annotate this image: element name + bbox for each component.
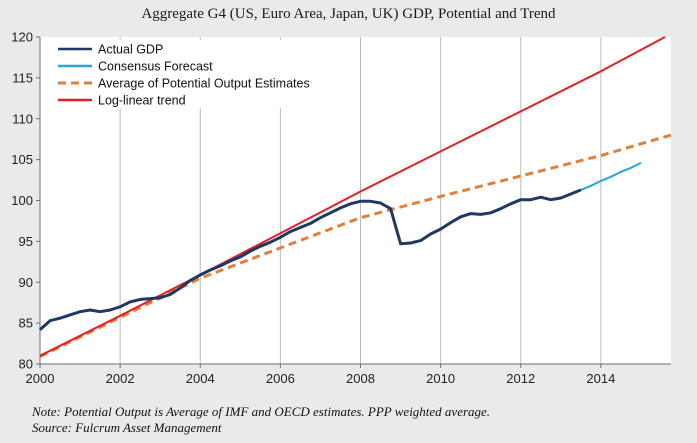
series-line-average-of-potential-output-estimates — [39, 133, 672, 358]
legend-box — [52, 40, 322, 108]
legend-label-average-of-potential-output-estimates: Average of Potential Output Estimates — [98, 77, 310, 91]
x-tick-label-2012: 2012 — [506, 371, 535, 386]
series-line-actual-gdp — [38, 188, 582, 331]
series-line-log-linear-trend — [39, 36, 666, 357]
y-tick-label-85: 85 — [19, 316, 33, 331]
series-line-consensus-forecast — [580, 162, 642, 191]
legend-label-log-linear-trend: Log-linear trend — [98, 94, 186, 108]
x-tick-label-2004: 2004 — [186, 371, 215, 386]
footnote-source: Source: Fulcrum Asset Management — [32, 420, 222, 435]
y-tick-label-90: 90 — [19, 275, 33, 290]
legend-label-actual-gdp: Actual GDP — [98, 43, 163, 57]
chart-title: Aggregate G4 (US, Euro Area, Japan, UK) … — [141, 6, 556, 22]
x-tick-label-2000: 2000 — [26, 371, 55, 386]
y-tick-label-100: 100 — [11, 193, 33, 208]
x-tick-label-2008: 2008 — [346, 371, 375, 386]
y-tick-label-105: 105 — [11, 152, 33, 167]
y-tick-label-120: 120 — [11, 30, 33, 45]
y-tick-label-95: 95 — [19, 234, 33, 249]
legend-label-consensus-forecast: Consensus Forecast — [98, 60, 213, 74]
y-tick-label-115: 115 — [12, 70, 33, 85]
x-tick-label-2002: 2002 — [106, 371, 135, 386]
y-tick-label-110: 110 — [12, 111, 33, 126]
y-tick-label-80: 80 — [19, 357, 33, 372]
footnote-note: Note: Potential Output is Average of IMF… — [32, 404, 491, 419]
x-tick-label-2014: 2014 — [586, 371, 615, 386]
x-tick-label-2010: 2010 — [426, 371, 455, 386]
x-tick-label-2006: 2006 — [266, 371, 295, 386]
